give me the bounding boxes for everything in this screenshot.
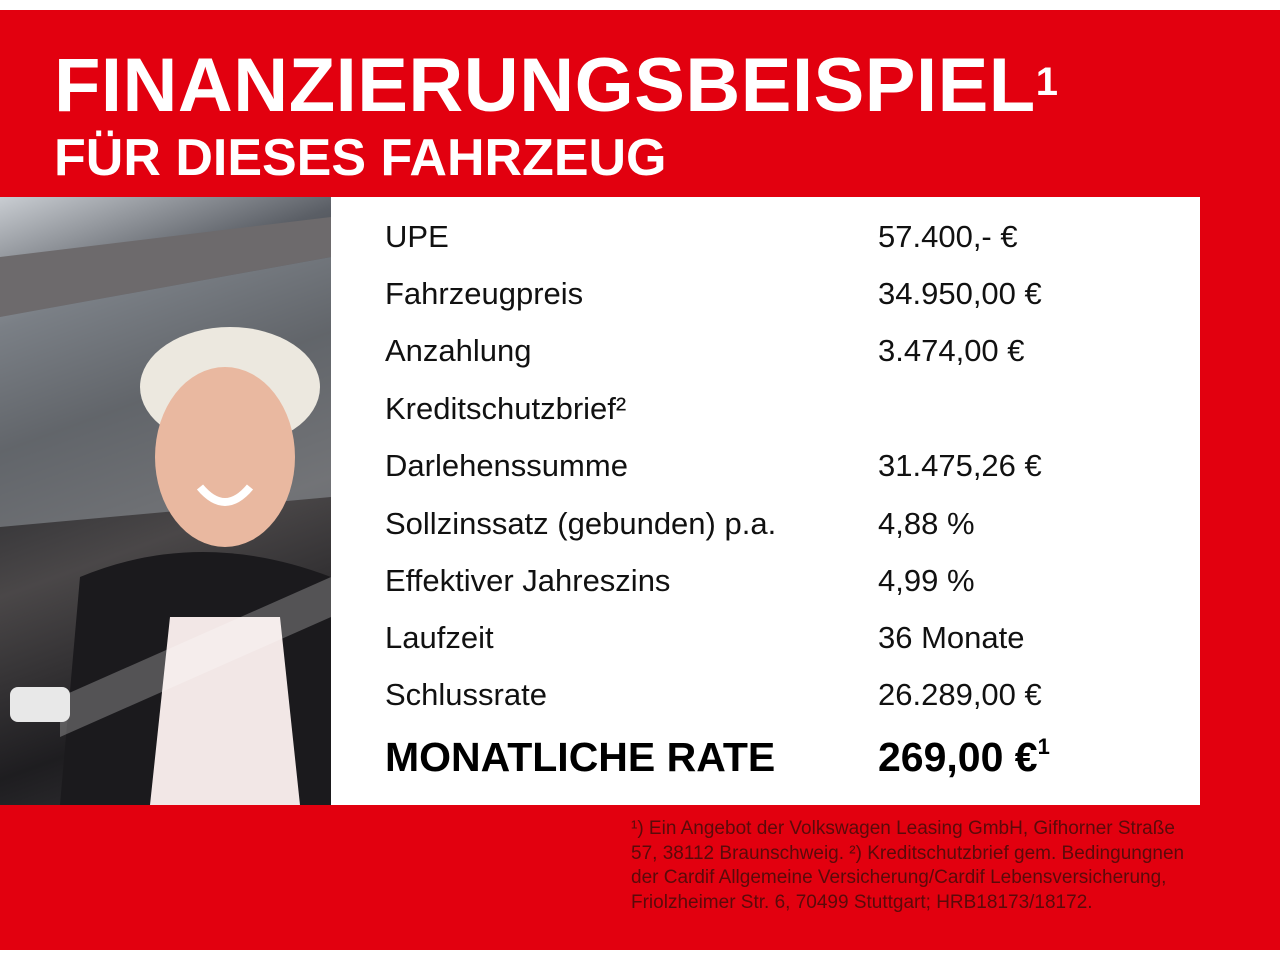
row-label: Fahrzeugpreis [385,276,584,311]
row-label: Schlussrate [385,677,547,712]
table-row: UPE 57.400,- € [385,219,1018,255]
woman-in-car-photo [0,197,331,805]
row-value: 4,99 % [878,563,975,598]
table-row: Schlussrate 26.289,00 € [385,677,1042,713]
table-row: Laufzeit 36 Monate [385,620,1025,656]
row-label: UPE [385,219,449,254]
row-value: 34.950,00 € [878,276,1042,311]
row-label: Sollzinssatz (gebunden) p.a. [385,506,777,541]
footnote: ¹) Ein Angebot der Volkswagen Leasing Gm… [631,818,1185,913]
row-value: 31.475,26 € [878,448,1042,483]
row-label: Darlehenssumme [385,448,628,483]
row-value: 3.474,00 € [878,333,1025,368]
title-text: FINANZIERUNGSBEISPIEL [54,43,1036,128]
photo-illustration [0,217,331,805]
title-footnote-mark: 1 [1035,60,1059,104]
table-row: Sollzinssatz (gebunden) p.a. 4,88 % [385,506,975,542]
row-label: Kreditschutzbrief² [385,391,627,426]
monthly-rate-amount: 269,00 € [878,734,1038,780]
monthly-rate-label: MONATLICHE RATE [385,734,776,780]
row-value: 4,88 % [878,506,975,541]
table-row: Fahrzeugpreis 34.950,00 € [385,276,1042,312]
monthly-rate-value: 269,00 €1 [878,734,1050,781]
row-value: 26.289,00 € [878,677,1042,712]
row-label: Laufzeit [385,620,494,655]
page-title: FINANZIERUNGSBEISPIEL1 [54,46,1058,126]
table-row: Anzahlung 3.474,00 € [385,333,1025,369]
table-row: Effektiver Jahreszins 4,99 % [385,563,975,599]
row-label: Effektiver Jahreszins [385,563,671,598]
table-row: Kreditschutzbrief² [385,391,626,427]
table-row: Darlehenssumme 31.475,26 € [385,448,1042,484]
monthly-rate-row: MONATLICHE RATE 269,00 €1 [385,734,1050,781]
monthly-rate-footnote-mark: 1 [1037,734,1050,759]
row-value: 57.400,- € [878,219,1018,254]
row-value: 36 Monate [878,620,1025,655]
page-subtitle: FÜR DIESES FAHRZEUG [54,129,667,187]
row-label: Anzahlung [385,333,532,368]
